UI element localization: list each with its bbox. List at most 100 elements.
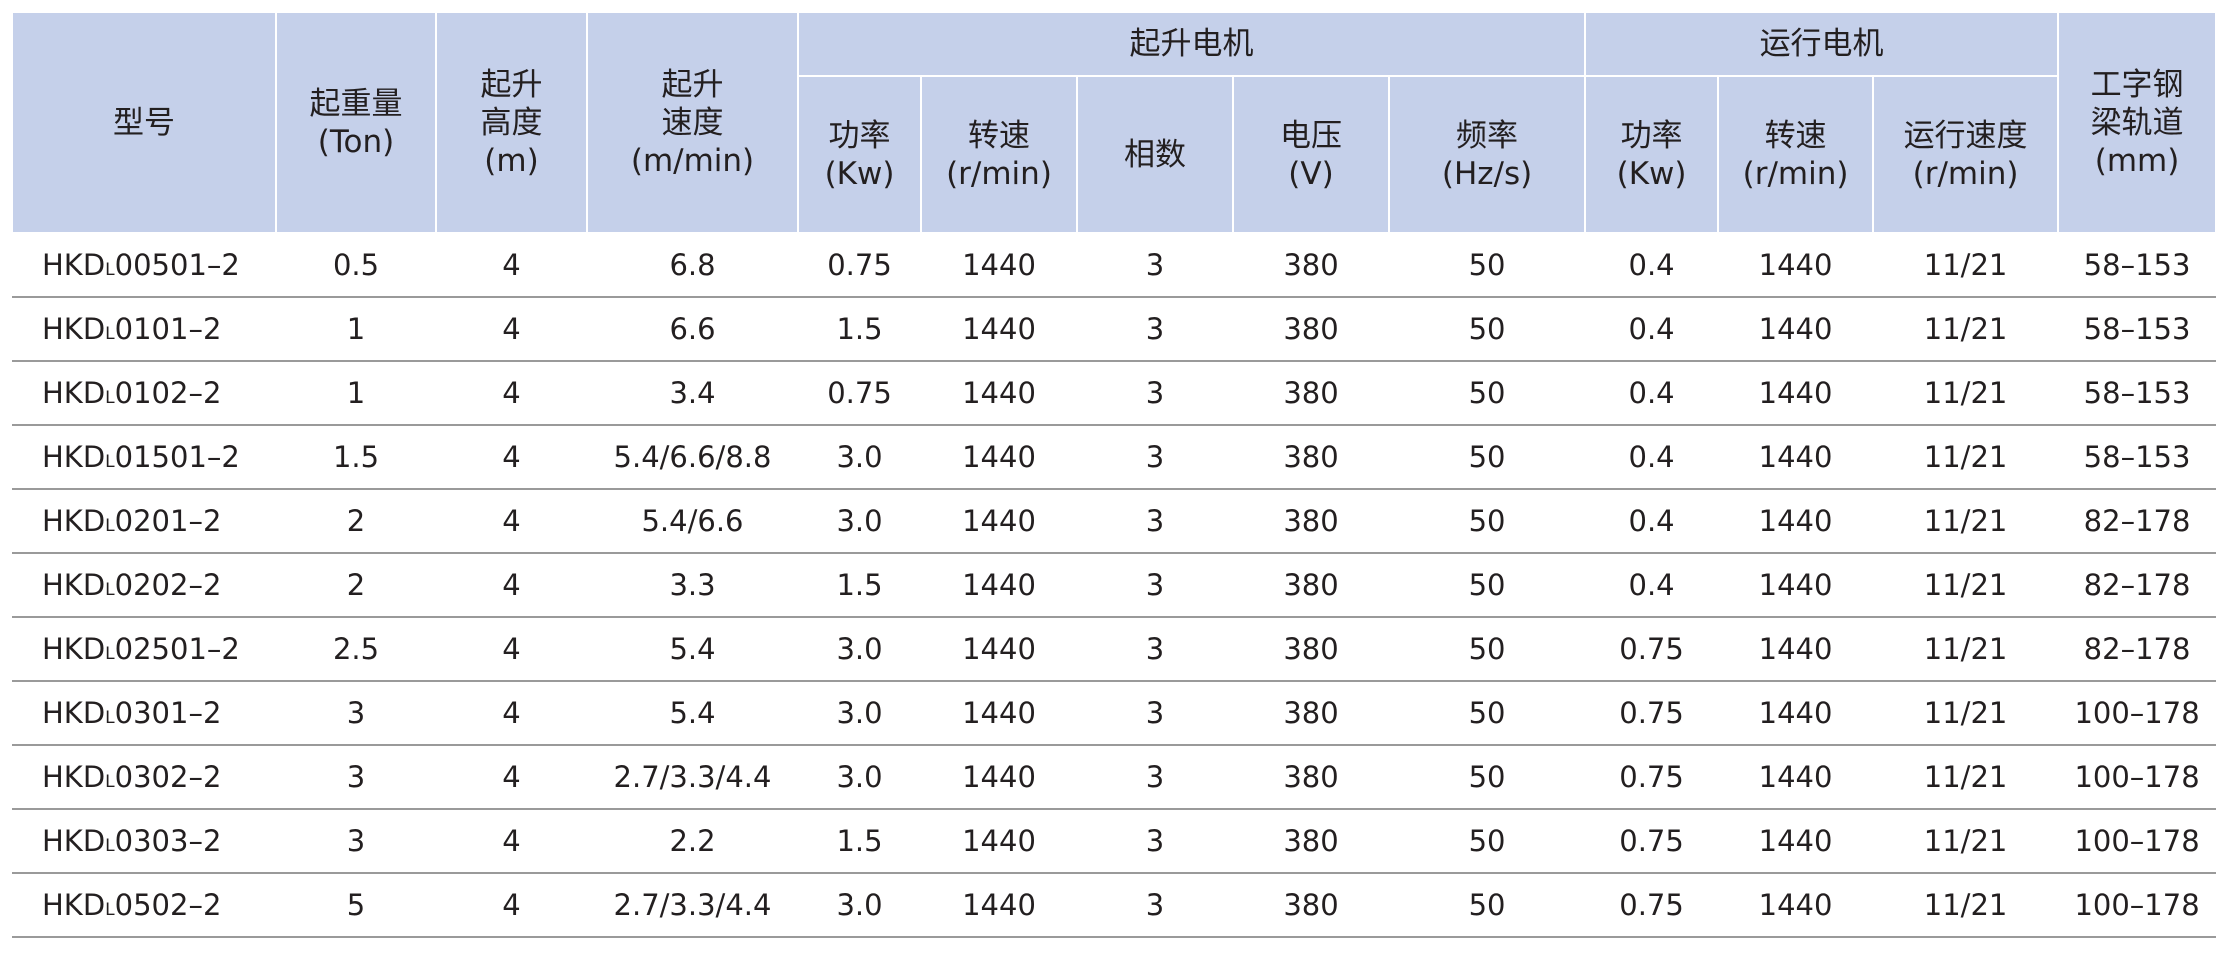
group-header: 起升电机	[796, 11, 1587, 77]
header-line: 高度	[480, 104, 543, 141]
model-cell: HKDL0302–2	[12, 745, 276, 810]
data-cell: 0.4	[1585, 361, 1719, 426]
data-row: HKDL0301–2 3 4 5.4 3.0 1440 3 380 50 0.75 1440 11/2…	[12, 681, 2217, 746]
data-cell: 4	[436, 681, 587, 746]
data-cell: 4	[436, 297, 587, 362]
data-cell: 1440	[921, 873, 1077, 938]
model-cell: HKDL00501–2	[12, 233, 276, 298]
data-cell: 3.0	[798, 617, 921, 682]
data-cell: 58–153	[2058, 361, 2217, 426]
data-cell: 0.75	[1585, 745, 1719, 810]
model-cell: HKDL02501–2	[12, 617, 276, 682]
header-line: 速度	[661, 104, 724, 141]
data-row: HKDL0302–2 3 4 2.7/3.3/4.4 3.0 1440 3 380 50 0.75…	[12, 745, 2217, 810]
model-part: 0202–2	[114, 568, 222, 602]
data-cell: 3	[1077, 617, 1233, 682]
data-cell: 1440	[1718, 489, 1874, 554]
model-part: HKD	[42, 312, 106, 346]
data-cell: 100–178	[2058, 745, 2217, 810]
data-cell: 380	[1233, 489, 1389, 554]
header-line: (Kw)	[1616, 155, 1687, 192]
data-cell: 0.75	[1585, 617, 1719, 682]
data-cell: 1440	[921, 489, 1077, 554]
data-cell: 380	[1233, 361, 1389, 426]
data-cell: 3	[1077, 681, 1233, 746]
data-cell: 50	[1389, 297, 1586, 362]
header-line: 相数	[1124, 136, 1186, 173]
data-row: HKDL02501–2 2.5 4 5.4 3.0 1440 3 380 50 0.75 1440 1…	[12, 617, 2217, 682]
model-part: HKD	[42, 248, 106, 282]
data-row: HKDL0202–2 2 4 3.3 1.5 1440 3 380 50 0.4 1440 11/21…	[12, 553, 2217, 618]
data-cell: 1440	[921, 617, 1077, 682]
model-part: HKD	[42, 696, 106, 730]
data-cell: 1440	[921, 745, 1077, 810]
data-cell: 4	[436, 361, 587, 426]
model-cell: HKDL0502–2	[12, 873, 276, 938]
model-part: HKD	[42, 760, 106, 794]
data-cell: 5	[276, 873, 436, 938]
column-header: 相数	[1076, 75, 1234, 234]
data-cell: 2	[276, 489, 436, 554]
model-part: 0102–2	[114, 376, 222, 410]
data-cell: 380	[1233, 617, 1389, 682]
data-cell: 6.8	[587, 233, 798, 298]
data-cell: 58–153	[2058, 297, 2217, 362]
model-subscript: L	[105, 580, 115, 600]
data-cell: 82–178	[2058, 617, 2217, 682]
header-row: 功率 (Kw) 转速 (r/min) 相数 电压 (V) 频率 (Hz/s) 功率 (Kw) 转速 (r…	[12, 75, 2216, 234]
data-row: HKDL01501–2 1.5 4 5.4/6.6/8.8 3.0 1440 3 380 50 0…	[12, 425, 2217, 490]
data-cell: 11/21	[1873, 425, 2059, 490]
data-cell: 380	[1233, 745, 1389, 810]
data-cell: 2.7/3.3/4.4	[587, 745, 798, 810]
header-line: 起升	[480, 66, 543, 103]
header-line: 运行速度	[1903, 117, 2028, 154]
data-cell: 1440	[1718, 809, 1874, 874]
data-cell: 3.0	[798, 873, 921, 938]
header-line: (Kw)	[824, 155, 895, 192]
model-cell: HKDL0303–2	[12, 809, 276, 874]
data-cell: 3	[276, 745, 436, 810]
data-cell: 0.5	[276, 233, 436, 298]
header-row: 型号 起重量 (Ton) 起升 高度 (m) 起升 速度 (m/min) 起升电机 运行电机 工字钢梁…	[11, 11, 2218, 234]
data-cell: 11/21	[1873, 681, 2059, 746]
model-part: 0201–2	[114, 504, 222, 538]
data-cell: 1440	[921, 809, 1077, 874]
data-cell: 50	[1389, 425, 1586, 490]
data-cell: 0.75	[1585, 873, 1719, 938]
group-header: 运行电机	[1584, 11, 2060, 77]
column-header: 频率 (Hz/s)	[1387, 75, 1587, 234]
data-cell: 50	[1389, 873, 1586, 938]
data-cell: 50	[1389, 489, 1586, 554]
model-cell: HKDL0101–2	[12, 297, 276, 362]
data-cell: 11/21	[1873, 809, 2059, 874]
data-cell: 380	[1233, 233, 1389, 298]
data-cell: 5.4	[587, 617, 798, 682]
data-cell: 11/21	[1873, 745, 2059, 810]
table-body: HKDL00501–2 0.5 4 6.8 0.75 1440 3 380 50 0.4 1440 1…	[12, 233, 2217, 938]
header-line: 转速	[1764, 117, 1827, 154]
model-part: 0502–2	[114, 888, 222, 922]
data-cell: 11/21	[1873, 489, 2059, 554]
data-cell: 11/21	[1873, 233, 2059, 298]
header-line: 频率	[1456, 117, 1519, 154]
header-line: 型号	[113, 104, 175, 141]
data-cell: 6.6	[587, 297, 798, 362]
data-cell: 50	[1389, 617, 1586, 682]
model-cell: HKDL0202–2	[12, 553, 276, 618]
data-cell: 1440	[1718, 297, 1874, 362]
header-line: 起重量	[309, 85, 403, 122]
data-cell: 50	[1389, 553, 1586, 618]
data-cell: 0.75	[1585, 681, 1719, 746]
column-header: 起升 速度 (m/min)	[586, 11, 799, 234]
header-line: 转速	[968, 117, 1030, 154]
data-cell: 2.5	[276, 617, 436, 682]
data-cell: 1440	[1718, 617, 1874, 682]
model-part: HKD	[42, 888, 106, 922]
data-cell: 5.4/6.6	[587, 489, 798, 554]
data-cell: 3.4	[587, 361, 798, 426]
model-part: HKD	[42, 376, 106, 410]
model-cell: HKDL0301–2	[12, 681, 276, 746]
data-cell: 3	[1077, 745, 1233, 810]
data-cell: 4	[436, 617, 587, 682]
